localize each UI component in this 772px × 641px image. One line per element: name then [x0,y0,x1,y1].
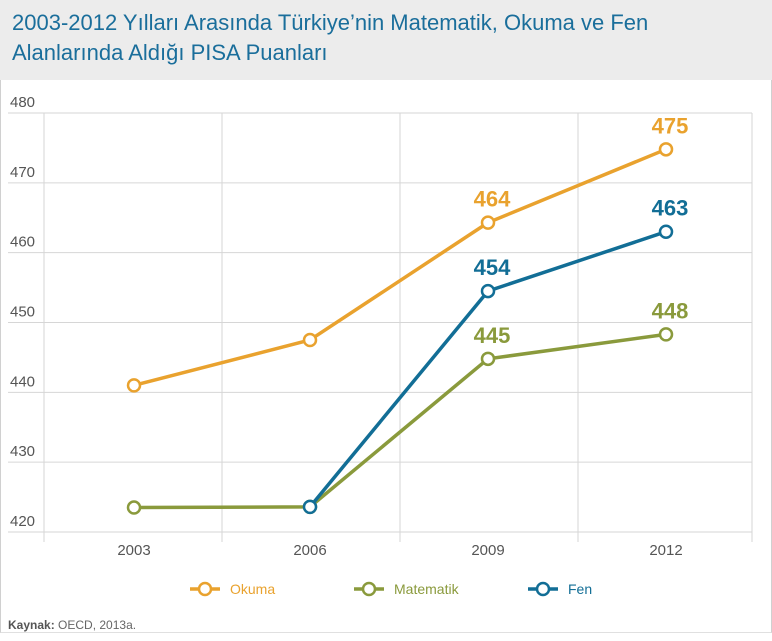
y-tick-label-460: 460 [10,234,35,251]
point-okuma-2003 [126,378,142,393]
title-bar: 2003-2012 Yılları Arasında Türkiye’nin M… [0,0,772,80]
point-matematik-2003 [126,500,142,515]
data-label-fen-2009: 454 [474,255,511,280]
source-text: OECD, 2013a. [58,618,137,632]
chart-title: 2003-2012 Yılları Arasında Türkiye’nin M… [12,10,649,65]
point-matematik-2012 [658,327,674,342]
legend-label-okuma: Okuma [230,581,275,597]
data-label-okuma-2012: 475 [652,113,689,138]
legend-marker-okuma [197,581,213,597]
data-label-matematik-2012: 448 [652,298,689,323]
point-okuma-2009 [480,215,496,230]
y-tick-label-430: 430 [10,443,35,460]
x-tick-label-2003: 2003 [117,542,150,559]
data-label-okuma-2009: 464 [474,187,511,212]
source-label: Kaynak: [8,618,55,632]
y-tick-label-450: 450 [10,304,35,321]
point-fen-2009 [480,283,496,299]
y-tick-label-470: 470 [10,164,35,181]
x-tick-label-2012: 2012 [649,542,682,559]
series-line-okuma [132,147,668,388]
source-note: Kaynak: OECD, 2013a. [8,618,136,632]
y-tick-label-420: 420 [10,513,35,530]
x-tick-label-2009: 2009 [471,542,504,559]
legend-label-matematik: Matematik [394,581,460,597]
point-okuma-2006 [302,332,318,348]
data-label-fen-2012: 463 [652,196,689,221]
series-line-matematik [132,332,668,510]
point-matematik-2009 [480,351,496,367]
point-okuma-2012 [658,142,674,157]
legend-marker-fen [535,581,551,597]
point-fen-2006 [302,499,318,515]
legend-marker-matematik [361,581,377,597]
x-tick-label-2006: 2006 [293,542,326,559]
legend-label-fen: Fen [568,581,592,597]
y-tick-label-480: 480 [10,94,35,111]
data-label-matematik-2009: 445 [474,323,511,348]
y-tick-label-440: 440 [10,373,35,390]
point-fen-2012 [658,224,674,239]
